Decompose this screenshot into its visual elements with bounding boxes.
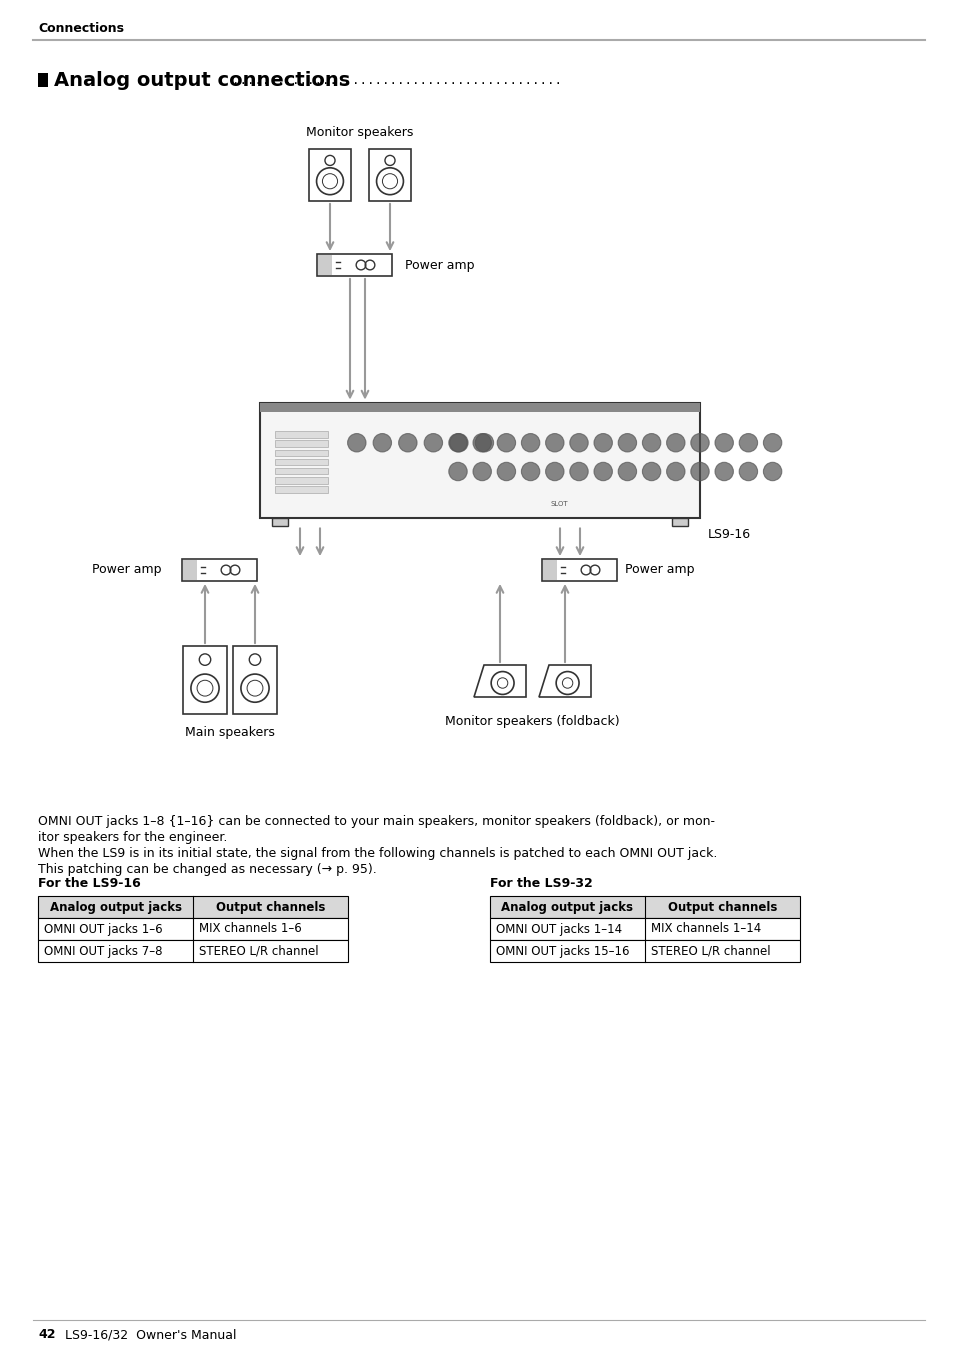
Text: LS9-16/32  Owner's Manual: LS9-16/32 Owner's Manual — [65, 1328, 236, 1342]
Text: OMNI OUT jacks 1–8 {1–16} can be connected to your main speakers, monitor speake: OMNI OUT jacks 1–8 {1–16} can be connect… — [38, 815, 714, 828]
Bar — [183, 646, 227, 713]
Circle shape — [398, 434, 416, 453]
Text: ............................................: ........................................… — [232, 74, 561, 88]
Bar — [272, 517, 288, 526]
Circle shape — [762, 462, 781, 481]
Bar — [309, 149, 351, 201]
Circle shape — [497, 462, 515, 481]
Circle shape — [473, 434, 491, 453]
Text: Output channels: Output channels — [215, 901, 325, 913]
Text: Power amp: Power amp — [92, 563, 162, 577]
Circle shape — [641, 462, 660, 481]
Circle shape — [594, 462, 612, 481]
Circle shape — [497, 434, 515, 453]
Circle shape — [666, 434, 684, 453]
Bar — [490, 896, 800, 917]
Bar — [274, 440, 328, 447]
Text: Monitor speakers (foldback): Monitor speakers (foldback) — [445, 715, 619, 728]
Bar — [317, 254, 392, 276]
Text: For the LS9-16: For the LS9-16 — [38, 877, 141, 890]
Text: OMNI OUT jacks 1–6: OMNI OUT jacks 1–6 — [44, 923, 162, 935]
Text: For the LS9-32: For the LS9-32 — [490, 877, 592, 890]
Polygon shape — [474, 665, 525, 697]
Bar — [274, 486, 328, 493]
Text: Analog output jacks: Analog output jacks — [501, 901, 633, 913]
Text: STEREO L/R channel: STEREO L/R channel — [199, 944, 318, 958]
Circle shape — [739, 462, 757, 481]
Circle shape — [714, 462, 733, 481]
Circle shape — [739, 434, 757, 453]
Circle shape — [373, 434, 391, 453]
Circle shape — [521, 434, 539, 453]
Circle shape — [666, 462, 684, 481]
Circle shape — [449, 434, 468, 453]
Bar — [274, 459, 328, 465]
Bar — [542, 559, 617, 581]
Text: Main speakers: Main speakers — [185, 725, 274, 739]
Text: This patching can be changed as necessary (→ p. 95).: This patching can be changed as necessar… — [38, 863, 376, 875]
Circle shape — [690, 462, 708, 481]
Bar — [182, 559, 257, 581]
Bar — [274, 450, 328, 457]
Circle shape — [545, 462, 563, 481]
Circle shape — [714, 434, 733, 453]
Circle shape — [641, 434, 660, 453]
Text: Power amp: Power amp — [624, 563, 694, 577]
Text: MIX channels 1–14: MIX channels 1–14 — [650, 923, 760, 935]
Text: Analog output jacks: Analog output jacks — [50, 901, 181, 913]
Bar — [543, 561, 557, 580]
Text: OMNI OUT jacks 1–14: OMNI OUT jacks 1–14 — [496, 923, 621, 935]
Bar — [233, 646, 276, 713]
Circle shape — [347, 434, 366, 453]
Text: OMNI OUT jacks 15–16: OMNI OUT jacks 15–16 — [496, 944, 629, 958]
Circle shape — [448, 462, 467, 481]
Text: 42: 42 — [38, 1328, 55, 1342]
Circle shape — [448, 434, 467, 453]
Bar — [260, 403, 700, 517]
Circle shape — [424, 434, 442, 453]
Bar — [38, 896, 348, 917]
Bar — [671, 517, 687, 526]
Text: Power amp: Power amp — [405, 258, 474, 272]
Bar — [183, 561, 196, 580]
Text: MIX channels 1–6: MIX channels 1–6 — [199, 923, 301, 935]
Bar — [274, 477, 328, 484]
Bar — [318, 255, 332, 276]
Bar — [38, 940, 348, 962]
Text: SLOT: SLOT — [550, 501, 567, 507]
Circle shape — [545, 434, 563, 453]
Circle shape — [473, 462, 491, 481]
Text: OMNI OUT jacks 7–8: OMNI OUT jacks 7–8 — [44, 944, 162, 958]
Text: When the LS9 is in its initial state, the signal from the following channels is : When the LS9 is in its initial state, th… — [38, 847, 717, 861]
Bar — [260, 403, 700, 412]
Text: Analog output connections: Analog output connections — [54, 70, 350, 89]
Circle shape — [475, 434, 493, 453]
Circle shape — [569, 434, 588, 453]
Text: itor speakers for the engineer.: itor speakers for the engineer. — [38, 831, 227, 844]
Text: Output channels: Output channels — [667, 901, 777, 913]
Circle shape — [690, 434, 708, 453]
Circle shape — [521, 462, 539, 481]
Bar — [490, 940, 800, 962]
Polygon shape — [538, 665, 590, 697]
Circle shape — [618, 434, 636, 453]
Bar — [274, 431, 328, 438]
Bar — [38, 917, 348, 940]
Bar — [369, 149, 411, 201]
Circle shape — [569, 462, 588, 481]
Text: STEREO L/R channel: STEREO L/R channel — [650, 944, 770, 958]
Circle shape — [594, 434, 612, 453]
Text: Monitor speakers: Monitor speakers — [306, 126, 414, 139]
Text: LS9-16: LS9-16 — [707, 527, 750, 540]
Bar — [38, 73, 48, 86]
Circle shape — [762, 434, 781, 453]
Bar — [274, 467, 328, 474]
Text: Connections: Connections — [38, 22, 124, 35]
Bar — [490, 917, 800, 940]
Circle shape — [618, 462, 636, 481]
